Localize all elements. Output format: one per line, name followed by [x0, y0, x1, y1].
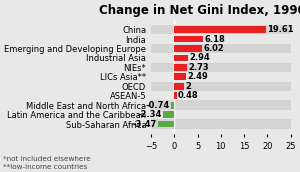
Text: 2.49: 2.49	[187, 72, 208, 81]
Title: Change in Net Gini Index, 1990-2013: Change in Net Gini Index, 1990-2013	[99, 4, 300, 17]
Bar	[151, 44, 291, 53]
Bar	[151, 25, 291, 34]
Bar	[158, 121, 174, 127]
Text: -3.47: -3.47	[133, 120, 157, 129]
Text: 2: 2	[185, 82, 191, 91]
Text: -2.34: -2.34	[138, 110, 162, 119]
Bar	[151, 72, 291, 82]
Bar	[151, 53, 291, 63]
Bar	[174, 73, 186, 80]
Text: 6.18: 6.18	[204, 35, 225, 44]
Bar	[174, 92, 176, 99]
Bar	[174, 83, 184, 90]
Bar	[174, 36, 203, 42]
Bar	[171, 102, 174, 109]
Text: -0.74: -0.74	[145, 101, 169, 110]
Bar	[164, 111, 174, 118]
Bar	[151, 91, 291, 100]
Bar	[174, 55, 188, 61]
Text: 2.73: 2.73	[188, 63, 209, 72]
Text: 19.61: 19.61	[267, 25, 293, 34]
Text: 0.48: 0.48	[178, 91, 199, 100]
Text: *not included elsewhere
**low-income countries: *not included elsewhere **low-income cou…	[3, 156, 91, 170]
Bar	[174, 26, 266, 33]
Bar	[151, 63, 291, 72]
Bar	[174, 64, 187, 71]
Bar	[151, 100, 291, 110]
Bar	[151, 34, 291, 44]
Text: 6.02: 6.02	[204, 44, 224, 53]
Bar	[151, 110, 291, 119]
Bar	[174, 45, 202, 52]
Bar	[151, 82, 291, 91]
Bar	[151, 119, 291, 129]
Text: 2.94: 2.94	[189, 53, 210, 62]
